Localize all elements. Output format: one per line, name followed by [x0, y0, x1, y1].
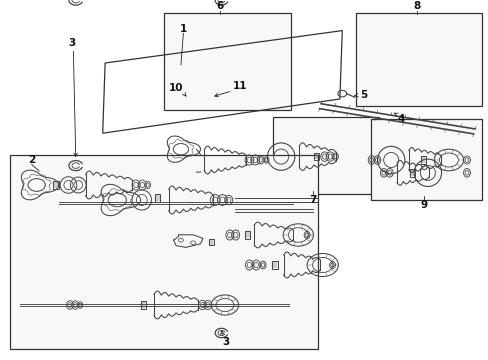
Bar: [355, 13, 481, 106]
Bar: [141, 301, 145, 309]
Text: 1: 1: [180, 24, 186, 34]
Text: 8: 8: [412, 1, 419, 12]
Bar: [10, 155, 317, 349]
Text: 3: 3: [222, 337, 229, 347]
Bar: [370, 119, 481, 200]
Text: 10: 10: [168, 83, 183, 93]
Text: 4: 4: [396, 114, 404, 124]
Bar: [314, 153, 319, 160]
Bar: [272, 117, 378, 194]
Text: 5: 5: [360, 90, 367, 100]
Bar: [271, 261, 277, 269]
Text: 9: 9: [420, 200, 427, 210]
Bar: [244, 231, 249, 239]
Text: 3: 3: [69, 38, 76, 48]
Bar: [420, 156, 425, 164]
Bar: [154, 194, 160, 202]
Bar: [208, 239, 213, 245]
Bar: [53, 181, 59, 189]
Bar: [163, 13, 290, 110]
Text: 7: 7: [308, 195, 316, 205]
Text: 2: 2: [28, 155, 35, 165]
Text: 11: 11: [232, 81, 246, 91]
Text: 6: 6: [216, 1, 223, 12]
Bar: [409, 169, 414, 176]
